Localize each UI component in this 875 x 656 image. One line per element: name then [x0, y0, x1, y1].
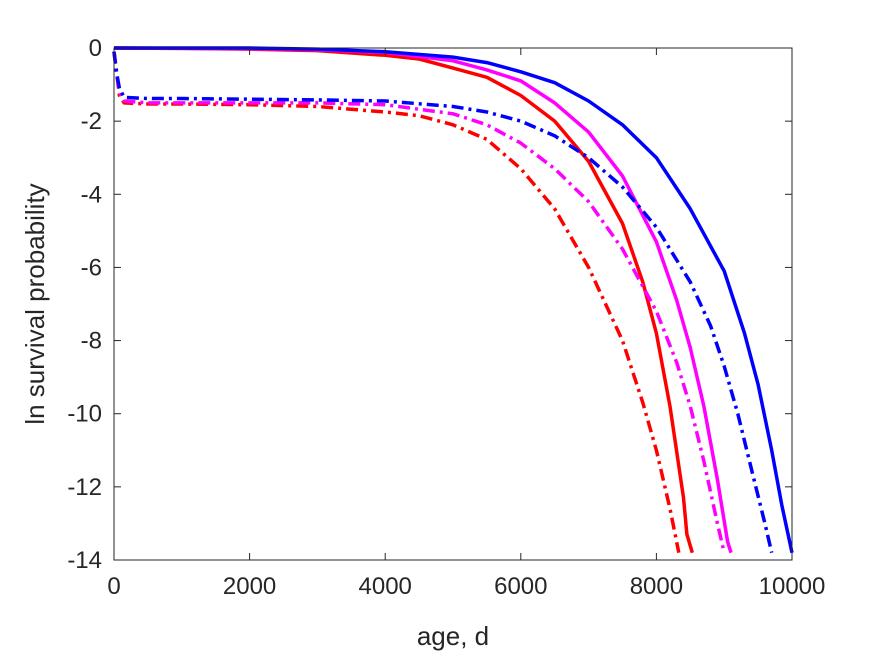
- y-axis-label: ln survival probability: [20, 183, 50, 424]
- x-tick-label: 2000: [223, 573, 276, 600]
- x-tick-label: 0: [107, 573, 120, 600]
- series-line-3: [114, 46, 794, 554]
- x-tick-label: 6000: [494, 573, 547, 600]
- axes-layer: [113, 47, 793, 561]
- x-tick-label: 8000: [630, 573, 683, 600]
- y-tick-label: -4: [81, 181, 102, 208]
- series-line-5: [112, 51, 726, 554]
- axes-box: [113, 47, 793, 561]
- y-tick-label: -6: [81, 254, 102, 281]
- y-tick-label: -2: [81, 108, 102, 135]
- x-tick-label: 4000: [359, 573, 412, 600]
- y-tick-label: -12: [67, 474, 102, 501]
- series-line-4: [112, 51, 681, 554]
- series-line-6: [112, 51, 774, 554]
- x-tick-label: 10000: [759, 573, 826, 600]
- series-layer: [112, 46, 794, 554]
- ticks-layer: 0 2000 4000 6000 8000 10000 0 -2 -4 -6 -8 -10 -12 -14: [67, 35, 825, 600]
- y-tick-label: -10: [67, 401, 102, 428]
- y-tick-label: 0: [89, 35, 102, 62]
- y-tick-label: -14: [67, 547, 102, 574]
- x-axis-label: age, d: [417, 621, 489, 651]
- y-tick-label: -8: [81, 328, 102, 355]
